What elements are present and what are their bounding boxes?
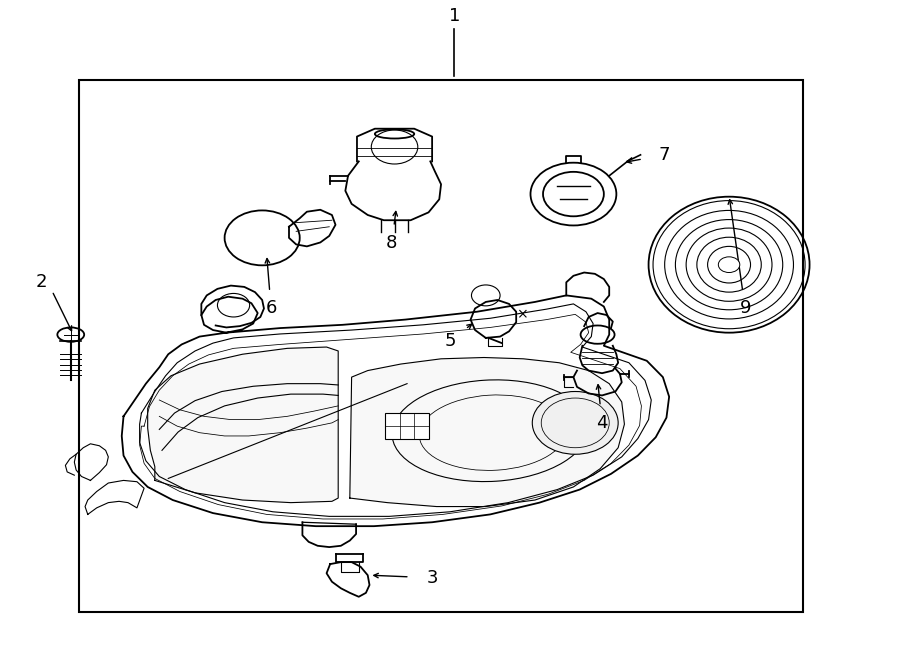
Bar xyxy=(79,80,804,613)
Text: 5: 5 xyxy=(445,332,455,350)
Text: 7: 7 xyxy=(659,146,670,164)
Text: 6: 6 xyxy=(266,299,277,317)
Circle shape xyxy=(532,391,618,454)
Polygon shape xyxy=(350,358,625,506)
Text: 1: 1 xyxy=(449,7,460,25)
Bar xyxy=(384,413,429,439)
Text: 4: 4 xyxy=(597,414,608,432)
Text: 8: 8 xyxy=(386,234,398,252)
Text: 2: 2 xyxy=(35,274,47,292)
Circle shape xyxy=(718,257,740,272)
Text: 3: 3 xyxy=(427,569,438,587)
Polygon shape xyxy=(148,347,338,502)
Text: 9: 9 xyxy=(740,299,751,317)
